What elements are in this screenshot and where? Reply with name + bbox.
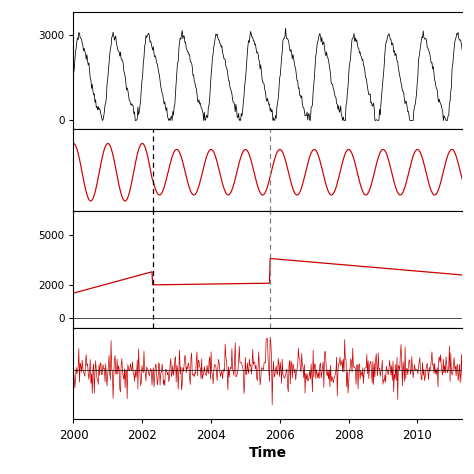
- X-axis label: Time: Time: [249, 446, 287, 460]
